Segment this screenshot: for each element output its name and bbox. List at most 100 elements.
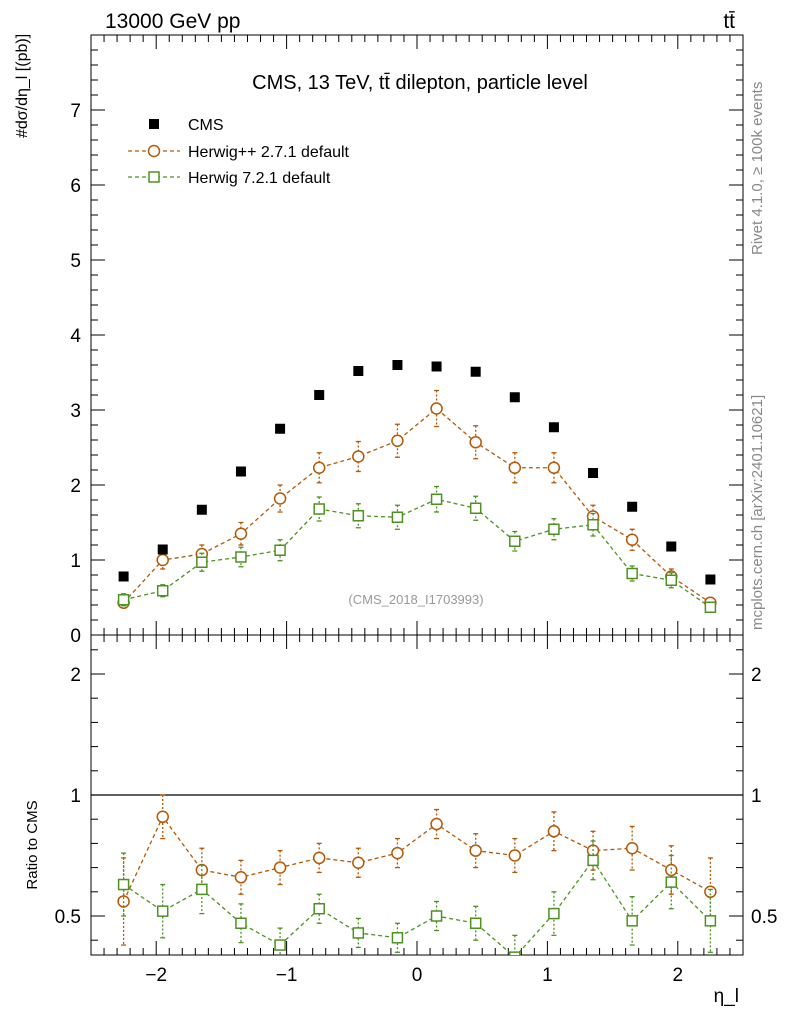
- legend-label: CMS: [188, 117, 224, 134]
- data-point: [469, 917, 482, 930]
- data-point: [391, 932, 404, 944]
- watermark: (CMS_2018_I1703993): [348, 592, 483, 607]
- data-point: [430, 493, 443, 505]
- x-tick-label: 2: [673, 965, 684, 986]
- data-point: [548, 422, 559, 433]
- data-point: [157, 544, 168, 555]
- x-tick-label: 0: [412, 965, 423, 986]
- series-line-1: [123, 407, 711, 604]
- data-point: [196, 504, 207, 515]
- data-point: [391, 511, 404, 523]
- data-point: [117, 594, 130, 606]
- data-point: [509, 535, 521, 547]
- series-line-2: [123, 859, 711, 955]
- y-tick-label: 1: [70, 786, 81, 807]
- data-point: [352, 927, 365, 939]
- legend-label: Herwig++ 2.7.1 default: [188, 144, 350, 161]
- data-point: [587, 519, 599, 531]
- data-point: [312, 851, 326, 865]
- y-tick-label: 2: [751, 665, 762, 686]
- series-line-1: [123, 815, 711, 902]
- y-tick-label: 3: [70, 401, 81, 422]
- data-point: [547, 461, 561, 474]
- x-tick-label: −1: [276, 965, 298, 986]
- data-point: [274, 544, 286, 556]
- data-point: [353, 366, 364, 376]
- data-point: [235, 917, 247, 930]
- main-ylabel: #dσ/dη_l [(pb)]: [14, 34, 31, 138]
- data-point: [117, 878, 130, 891]
- main-panel: 0 1 2 3 4 5 6 7 CMS, 13 TeV, tt̄ dilepton, part…: [14, 34, 744, 647]
- data-point: [704, 915, 717, 927]
- data-point: [625, 533, 639, 546]
- y-tick-label: 7: [70, 101, 81, 122]
- data-point: [704, 601, 717, 613]
- data-point: [508, 461, 522, 474]
- data-point: [235, 551, 247, 563]
- data-point: [625, 841, 639, 855]
- y-tick-label: 0: [70, 626, 81, 647]
- data-point: [626, 915, 638, 927]
- header-right: tt̄: [723, 10, 735, 33]
- data-point: [665, 574, 678, 586]
- data-point: [666, 541, 677, 552]
- data-point: [587, 854, 599, 867]
- data-point: [469, 844, 482, 857]
- series-line-2: [123, 498, 711, 608]
- data-point: [470, 366, 481, 377]
- data-point: [430, 402, 443, 415]
- legend-marker-circle: [147, 144, 161, 158]
- data-point: [548, 523, 560, 535]
- data-point: [665, 876, 678, 888]
- y-tick-label: 5: [70, 251, 81, 272]
- data-point: [352, 450, 365, 463]
- legend-label: Herwig 7.2.1 default: [188, 170, 331, 187]
- data-point: [704, 885, 717, 899]
- legend-marker-data: [149, 119, 159, 129]
- y-tick-label: 1: [70, 551, 81, 572]
- x-tick-label: 1: [542, 965, 553, 986]
- data-point: [547, 825, 561, 838]
- data-point: [626, 567, 638, 580]
- data-point: [509, 392, 520, 403]
- data-point: [196, 883, 208, 896]
- side-label-rivet: Rivet 4.1.0, ≥ 100k events: [749, 82, 766, 255]
- data-point: [234, 527, 248, 540]
- data-point: [273, 861, 287, 874]
- y-tick-label: 2: [70, 665, 81, 686]
- data-point: [469, 502, 482, 514]
- data-point: [273, 492, 287, 505]
- data-point: [588, 468, 599, 478]
- ratio-panel: 0.5 0.5 1 1 2 2 −2 −1 0 1 2 Ratio to CMS η_l: [24, 634, 777, 1007]
- data-point: [234, 871, 248, 884]
- data-point: [391, 846, 404, 860]
- x-tick-label: −2: [145, 965, 167, 986]
- side-label-mcplots: mcplots.cern.ch [arXiv:2401.10621]: [749, 395, 766, 630]
- data-point: [156, 810, 169, 824]
- data-point: [196, 556, 208, 568]
- y-tick-label: 0.5: [55, 907, 81, 928]
- data-point: [313, 503, 325, 515]
- data-point: [508, 849, 522, 862]
- data-point: [627, 501, 638, 512]
- data-point: [705, 574, 716, 585]
- data-point: [352, 510, 365, 522]
- data-point: [391, 434, 404, 447]
- data-point: [430, 817, 443, 831]
- data-point: [274, 939, 286, 951]
- header-left: 13000 GeV pp: [105, 10, 240, 33]
- data-point: [156, 585, 169, 597]
- legend-marker-square: [148, 171, 160, 183]
- legend: CMS Herwig++ 2.7.1 default Herwig 7.2.1 de…: [128, 117, 350, 187]
- data-point: [118, 571, 129, 582]
- y-tick-label: 6: [70, 176, 81, 197]
- data-point: [314, 390, 325, 400]
- data-point: [430, 910, 443, 922]
- data-point: [665, 863, 678, 877]
- data-point: [156, 905, 169, 917]
- data-point: [312, 461, 326, 474]
- data-point: [392, 360, 403, 370]
- data-point: [548, 907, 560, 920]
- data-point: [431, 361, 442, 372]
